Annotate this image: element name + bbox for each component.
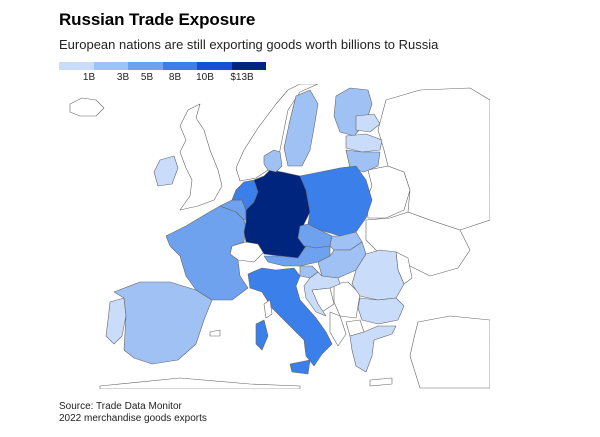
country-austria — [263, 245, 331, 267]
chart-title: Russian Trade Exposure — [59, 10, 256, 29]
source-note: Source: Trade Data Monitor — [59, 401, 182, 412]
legend-swatch-2 — [128, 62, 163, 70]
russia — [377, 87, 490, 231]
country-croatia — [303, 271, 341, 317]
united-kingdom — [179, 103, 223, 211]
country-italy-sicily — [289, 359, 311, 375]
serbia — [333, 281, 361, 319]
legend-label-1b: 1B — [82, 72, 96, 83]
country-bulgaria — [357, 297, 405, 325]
montenegro-albania — [329, 311, 347, 347]
data-note: 2022 merchandise goods exports — [59, 413, 207, 424]
country-italy-sardinia — [255, 319, 269, 351]
legend-label-3b: 3B — [116, 72, 130, 83]
turkey — [409, 315, 490, 389]
country-ireland — [153, 155, 179, 187]
iceland — [69, 97, 105, 117]
islands — [209, 299, 393, 387]
country-estonia — [355, 113, 381, 133]
legend-swatch-0 — [59, 62, 94, 70]
legend-label-10b: 10B — [196, 72, 214, 83]
country-portugal — [105, 297, 127, 345]
country-denmark — [263, 149, 283, 173]
legend-label-5b: 5B — [140, 72, 154, 83]
country-poland — [299, 165, 373, 237]
europe-map — [69, 84, 490, 389]
legend-swatch-3 — [162, 62, 197, 70]
country-greece — [349, 325, 397, 373]
legend-label-8b: 8B — [168, 72, 182, 83]
footer: Source: Trade Data Monitor 2022 merchand… — [59, 401, 207, 425]
legend-label-13b: $13B — [230, 72, 254, 83]
country-spain — [113, 281, 213, 365]
corsica — [263, 299, 273, 319]
chart-subtitle: European nations are still exporting goo… — [59, 37, 439, 52]
country-sweden — [283, 89, 319, 167]
north-africa — [99, 377, 301, 389]
legend-swatch-1 — [93, 62, 128, 70]
color-legend: 1B 3B 5B 8B 10B $13B — [59, 62, 266, 86]
legend-swatch-4 — [197, 62, 232, 70]
country-italy — [247, 267, 333, 367]
eu-countries — [105, 87, 405, 375]
belarus — [365, 165, 411, 219]
balearic — [209, 329, 221, 337]
legend-labels: 1B 3B 5B 8B 10B $13B — [59, 72, 266, 86]
country-latvia — [345, 133, 383, 153]
crete — [369, 377, 393, 387]
legend-color-scale — [59, 62, 266, 70]
country-romania — [351, 249, 405, 301]
legend-swatch-5 — [231, 62, 266, 70]
